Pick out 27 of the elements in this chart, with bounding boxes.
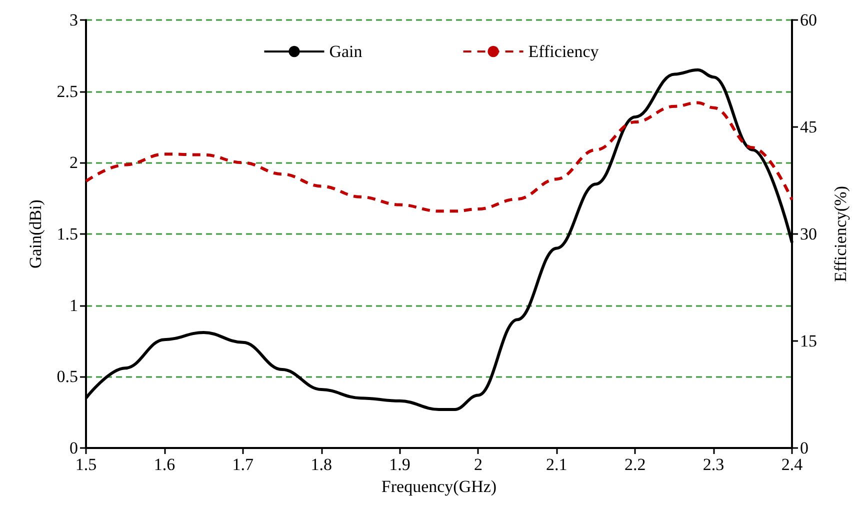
y-tick-label: 2.5 (56, 82, 78, 101)
x-tick-label: 2.1 (546, 455, 568, 474)
y-tick-label: 0.5 (56, 367, 78, 386)
y-axis-title: Gain(dBi) (26, 200, 45, 268)
y2-tick-label: 60 (800, 10, 817, 30)
y2-axis-title: Efficiency(%) (831, 186, 850, 282)
y-tick-label: 1.5 (56, 224, 78, 244)
x-tick-label: 2.4 (781, 455, 804, 474)
x-tick-label: 1.7 (232, 455, 254, 474)
x-tick-label: 1.8 (310, 455, 332, 474)
x-tick-label: 2.3 (702, 455, 724, 474)
x-tick-label: 1.6 (154, 455, 176, 474)
y-tick-label: 3 (70, 10, 78, 30)
y-tick-label: 2 (70, 153, 78, 172)
x-tick-label: 1.9 (389, 455, 410, 474)
line-series (84, 101, 794, 213)
y-tick-label: 1 (70, 296, 78, 315)
x-tick-label: 2.2 (624, 455, 646, 474)
x-tick-label: 2 (474, 455, 482, 474)
y2-tick-label: 45 (800, 118, 817, 136)
legend-label: Gain (329, 42, 363, 61)
y-tick-label: 0 (70, 438, 78, 458)
x-axis-title: Frequency(GHz) (381, 477, 497, 496)
y2-tick-label: 15 (800, 332, 817, 350)
y2-tick-label: 0 (800, 438, 808, 458)
y2-tick-label: 30 (800, 224, 817, 244)
legend-label: Efficiency (528, 42, 600, 61)
